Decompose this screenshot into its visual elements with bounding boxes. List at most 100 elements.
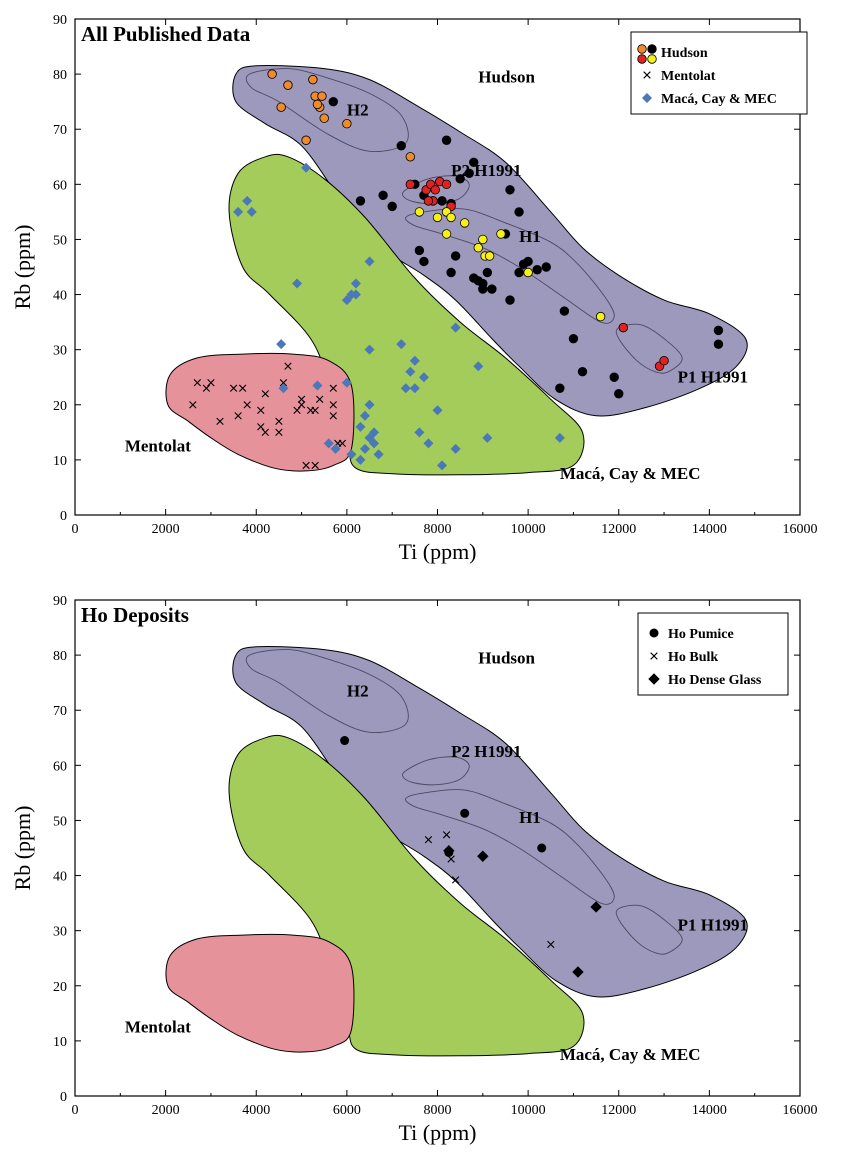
top-panel-title: All Published Data bbox=[81, 22, 251, 46]
mentolat-point bbox=[261, 428, 270, 437]
bottom-fields bbox=[165, 646, 748, 1057]
mac-point bbox=[450, 322, 461, 333]
mentolat-field bbox=[165, 933, 355, 1053]
ho-bulk-point bbox=[451, 876, 460, 884]
y-tick-label: 40 bbox=[53, 870, 67, 885]
label-h1: H1 bbox=[519, 808, 541, 827]
bottom-panel-title: Ho Deposits bbox=[81, 603, 189, 627]
label-mentolat: Mentolat bbox=[125, 1018, 191, 1037]
label-p1: P1 H1991 bbox=[678, 368, 748, 387]
hudson-point bbox=[267, 69, 277, 79]
mac-point bbox=[330, 443, 341, 454]
ho-pumice-point bbox=[537, 843, 547, 853]
hudson-point bbox=[437, 196, 447, 206]
y-tick-label: 0 bbox=[60, 1090, 67, 1105]
legend-marker-pumice bbox=[649, 628, 659, 638]
p1-subfield bbox=[615, 904, 683, 955]
legend-ho-bulk: Ho Bulk bbox=[668, 650, 718, 665]
top-legend-box bbox=[630, 31, 808, 115]
hudson-point bbox=[595, 311, 606, 322]
bottom-legend-box bbox=[637, 612, 789, 696]
ho-bulk-point bbox=[547, 940, 555, 949]
h2-subfield bbox=[245, 68, 409, 153]
legend-hudson: Hudson bbox=[661, 46, 708, 61]
hudson-point bbox=[541, 262, 551, 272]
mentolat-field bbox=[165, 352, 355, 472]
legend-marker-bulk bbox=[650, 652, 658, 660]
x-tick-label: 16000 bbox=[783, 522, 818, 537]
mac-point bbox=[450, 443, 461, 454]
hudson-point bbox=[496, 229, 506, 239]
hudson-point bbox=[441, 179, 452, 190]
hudson-point bbox=[405, 152, 416, 162]
mentolat-point bbox=[207, 379, 215, 387]
hudson-point bbox=[568, 333, 579, 344]
y-tick-label: 10 bbox=[53, 1035, 67, 1050]
hudson-point bbox=[505, 185, 515, 195]
hudson-point bbox=[430, 185, 440, 195]
x-tick-label: 6000 bbox=[333, 1103, 361, 1118]
legend-mentolat: Mentolat bbox=[661, 69, 716, 84]
mentolat-point bbox=[311, 406, 319, 414]
top-legend-markers bbox=[637, 44, 657, 103]
hudson-point bbox=[378, 190, 388, 201]
x-tick-label: 16000 bbox=[783, 1103, 818, 1118]
hudson-point bbox=[414, 245, 425, 256]
hudson-point bbox=[419, 256, 429, 267]
x-tick-label: 14000 bbox=[692, 1103, 727, 1118]
hudson-point bbox=[609, 372, 619, 382]
mentolat-point bbox=[193, 379, 202, 387]
hudson-point bbox=[464, 168, 474, 179]
x-tick-label: 10000 bbox=[511, 1103, 546, 1118]
mentolat-point bbox=[202, 384, 211, 392]
mac-point bbox=[369, 427, 380, 438]
hudson-point bbox=[308, 74, 318, 85]
hudson-point bbox=[319, 113, 329, 123]
label-mac: Macá, Cay & MEC bbox=[560, 464, 701, 483]
mentolat-point bbox=[302, 461, 310, 470]
y-tick-label: 20 bbox=[53, 399, 67, 414]
hudson-point bbox=[301, 135, 311, 145]
p1-subfield bbox=[615, 323, 683, 374]
hudson-point bbox=[505, 295, 515, 305]
label-p1: P1 H1991 bbox=[678, 916, 748, 935]
top-ticks: 0 2000 4000 6000 8000 10000 12000 14000 16000 0 10… bbox=[53, 13, 818, 537]
mentolat-point bbox=[216, 417, 224, 425]
hudson-point bbox=[514, 267, 524, 278]
h1-subfield bbox=[405, 208, 615, 324]
mac-point bbox=[278, 383, 289, 394]
mac-point bbox=[350, 289, 361, 300]
x-tick-label: 0 bbox=[72, 522, 79, 537]
legend-marker-diamond bbox=[642, 93, 652, 103]
label-hudson: Hudson bbox=[478, 67, 535, 86]
y-tick-label: 60 bbox=[53, 759, 67, 774]
x-tick-label: 4000 bbox=[242, 1103, 270, 1118]
legend-marker-x bbox=[643, 71, 651, 79]
y-tick-label: 80 bbox=[53, 649, 67, 664]
mac-point bbox=[341, 377, 352, 388]
y-tick-label: 90 bbox=[53, 13, 67, 28]
mentolat-point bbox=[189, 401, 197, 409]
label-h1: H1 bbox=[519, 227, 541, 246]
mac-cay-mec-field bbox=[228, 153, 585, 476]
mac-point bbox=[364, 399, 375, 410]
mentolat-point bbox=[284, 362, 292, 370]
mac-point bbox=[364, 432, 375, 443]
hudson-point bbox=[559, 306, 570, 316]
ho-dense-glass-point bbox=[590, 901, 602, 913]
mac-point bbox=[473, 361, 484, 372]
y-tick-label: 70 bbox=[53, 123, 67, 138]
top-legend: Hudson Mentolat Macá, Cay & MEC bbox=[630, 31, 808, 115]
ho-dense-glass-point bbox=[572, 966, 584, 978]
top-x-axis-title: Ti (ppm) bbox=[398, 539, 476, 564]
hudson-point bbox=[432, 212, 443, 223]
mac-point bbox=[409, 383, 420, 394]
mac-point bbox=[369, 438, 380, 449]
hudson-point bbox=[283, 80, 293, 90]
legend-ho-dense-glass: Ho Dense Glass bbox=[668, 673, 762, 688]
ho-dense-glass-point bbox=[477, 850, 489, 862]
ho-pumice-point bbox=[340, 736, 350, 746]
h1-subfield bbox=[405, 789, 615, 905]
y-tick-label: 50 bbox=[53, 814, 67, 829]
mentolat-point bbox=[275, 428, 283, 437]
